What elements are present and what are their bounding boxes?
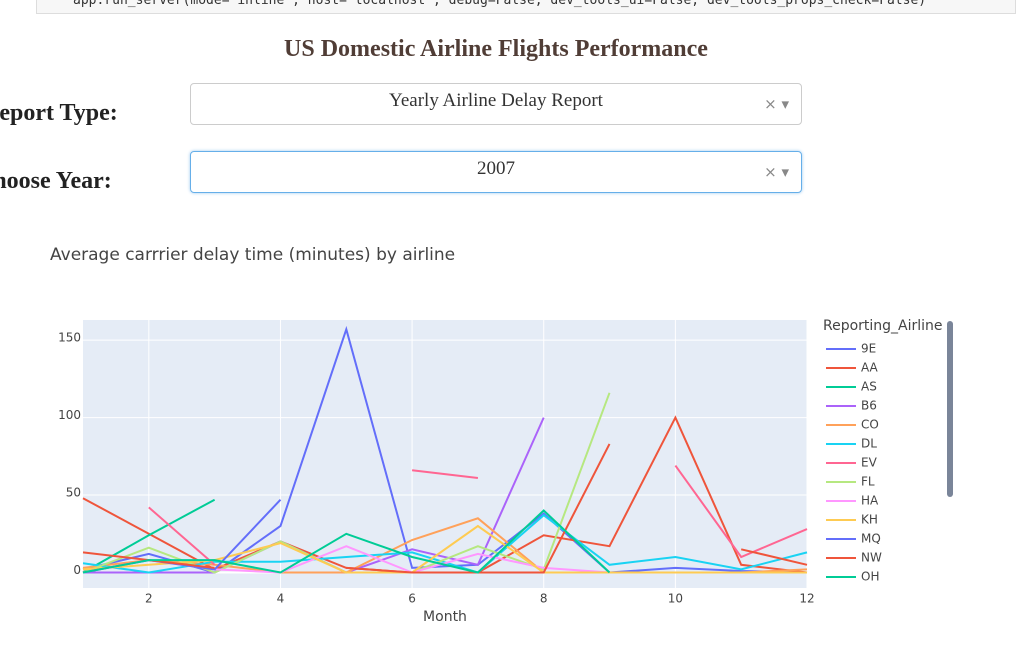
dropdown-value: 2007 <box>477 158 515 179</box>
legend-item[interactable]: DL <box>826 437 877 451</box>
legend-item[interactable]: AS <box>826 380 877 394</box>
legend-label: AS <box>861 380 877 394</box>
report-type-label: Report Type: <box>0 100 118 126</box>
x-tick-label: 12 <box>799 592 814 606</box>
dropdown-controls[interactable]: × ▾ <box>764 163 789 181</box>
legend-title: Reporting_Airline <box>823 318 943 334</box>
line-series <box>82 498 216 574</box>
report-type-dropdown[interactable]: Yearly Airline Delay Report × ▾ <box>190 83 802 125</box>
x-tick-label: 6 <box>408 592 416 606</box>
legend-label: 9E <box>861 342 876 356</box>
legend-label: KH <box>861 513 878 527</box>
y-tick-label: 150 <box>58 331 81 345</box>
year-dropdown[interactable]: 2007 × ▾ <box>190 151 802 193</box>
y-tick-label: 100 <box>58 408 81 422</box>
x-tick-label: 4 <box>277 592 285 606</box>
legend-item[interactable]: KH <box>826 513 878 527</box>
legend-label: B6 <box>861 399 877 413</box>
y-tick-label: 50 <box>66 486 81 500</box>
y-tick-label: 0 <box>73 563 81 577</box>
legend-scrollbar[interactable] <box>947 321 953 497</box>
legend-label: CO <box>861 418 879 432</box>
legend-item[interactable]: HA <box>826 494 879 508</box>
code-line: app.run_server(mode='inline', host='loca… <box>36 0 1016 14</box>
legend-item[interactable]: AA <box>826 361 879 375</box>
legend-label: DL <box>861 437 877 451</box>
legend-label: OH <box>861 570 879 584</box>
legend-label: EV <box>861 456 878 470</box>
legend-item[interactable]: B6 <box>826 399 877 413</box>
legend-item[interactable]: FL <box>826 475 875 489</box>
legend-item[interactable]: OH <box>826 570 879 584</box>
legend-item[interactable]: EV <box>826 456 878 470</box>
legend-label: FL <box>861 475 875 489</box>
year-label: Choose Year: <box>0 168 112 194</box>
line-series <box>82 509 611 574</box>
legend-item[interactable]: MQ <box>826 532 881 546</box>
chart: Average carrrier delay time (minutes) by… <box>50 245 953 625</box>
page-title: US Domestic Airline Flights Performance <box>284 36 708 62</box>
legend-label: MQ <box>861 532 881 546</box>
legend-label: HA <box>861 494 879 508</box>
x-tick-label: 2 <box>145 592 153 606</box>
line-series <box>148 465 808 566</box>
legend-label: AA <box>861 361 879 375</box>
x-axis-title: Month <box>423 609 467 625</box>
plot-background <box>83 320 807 588</box>
chart-title: Average carrrier delay time (minutes) by… <box>50 245 455 265</box>
x-tick-label: 10 <box>668 592 683 606</box>
legend-item[interactable]: CO <box>826 418 879 432</box>
legend-item[interactable]: 9E <box>826 342 876 356</box>
x-tick-label: 8 <box>540 592 548 606</box>
dropdown-controls[interactable]: × ▾ <box>764 95 789 113</box>
dropdown-value: Yearly Airline Delay Report <box>389 90 603 111</box>
legend-label: NW <box>861 551 882 565</box>
legend-item[interactable]: NW <box>826 551 882 565</box>
